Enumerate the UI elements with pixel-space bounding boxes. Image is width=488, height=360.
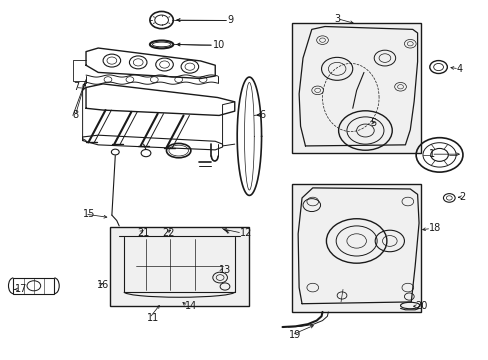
Text: 15: 15: [82, 209, 95, 219]
Text: 16: 16: [97, 280, 109, 290]
Bar: [13, 278, 54, 294]
Text: 5: 5: [369, 118, 376, 128]
Text: 22: 22: [162, 228, 175, 238]
Text: 7: 7: [73, 82, 79, 93]
Bar: [292, 184, 420, 312]
Text: 14: 14: [184, 301, 197, 311]
Text: 21: 21: [137, 228, 149, 238]
Text: 8: 8: [73, 111, 79, 121]
Text: 13: 13: [219, 265, 231, 275]
Text: 12: 12: [239, 228, 251, 238]
Text: 20: 20: [414, 301, 427, 311]
Text: 2: 2: [458, 192, 465, 202]
Text: 17: 17: [15, 284, 28, 294]
Text: 10: 10: [212, 40, 224, 50]
Bar: [110, 227, 249, 306]
Text: 4: 4: [456, 64, 462, 74]
Text: 9: 9: [227, 15, 233, 26]
Text: 6: 6: [259, 110, 264, 120]
Text: 1: 1: [428, 149, 434, 159]
Bar: [292, 23, 420, 153]
Text: 19: 19: [289, 330, 301, 340]
Text: 3: 3: [334, 14, 340, 24]
Text: 18: 18: [428, 224, 440, 233]
Text: 11: 11: [147, 313, 159, 323]
